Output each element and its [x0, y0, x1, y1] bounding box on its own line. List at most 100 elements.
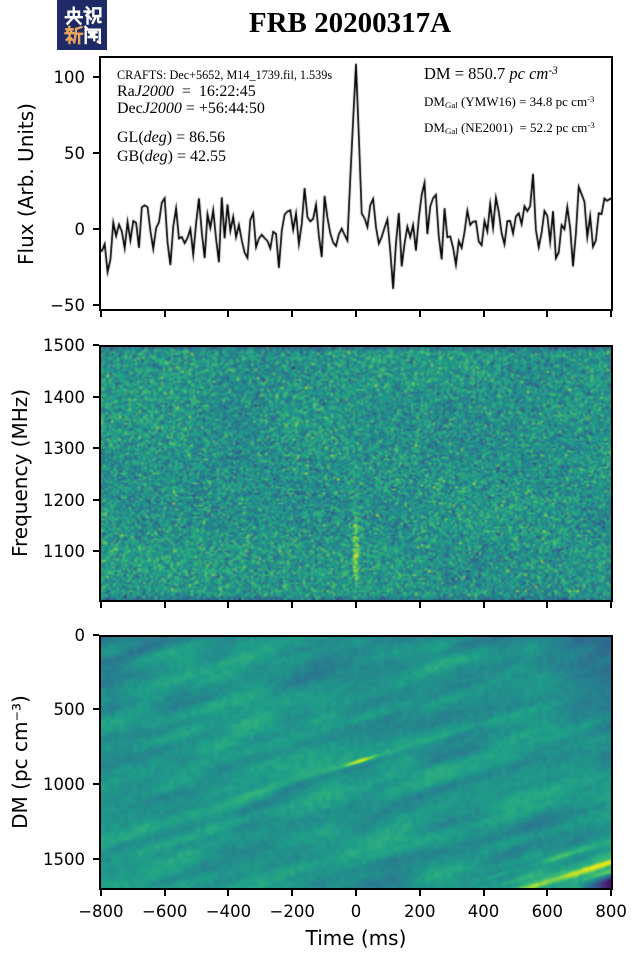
figure-title: FRB 20200317A [248, 7, 452, 39]
x-tick [163, 890, 166, 896]
x-tick-label: −600 [142, 902, 188, 921]
frequency-axis-label: Frequency (MHz) [8, 388, 32, 558]
x-tick [546, 890, 549, 896]
annotation-line: RaJ2000 = 16:22:45 [117, 83, 332, 100]
annotation-segment: (NE2001) = 52.2 pc cm [457, 119, 588, 135]
crafts-line: CRAFTS: Dec+5652, M14_1739.fil, 1.539s [117, 68, 333, 82]
x-tick [227, 311, 230, 317]
x-tick-label: 200 [404, 902, 436, 921]
annotation-segment: Dec [117, 99, 143, 117]
y-tick-label: 100 [53, 67, 86, 87]
x-tick [482, 601, 485, 608]
annotation-segment: = 16:22:45 [173, 82, 256, 100]
annotation-segment: deg [143, 128, 167, 146]
y-tick [93, 227, 99, 230]
dm-time-panel [99, 634, 613, 890]
y-tick-label: 0 [74, 219, 86, 239]
x-tick [482, 311, 485, 317]
x-tick [355, 601, 357, 608]
annotation-segment: ) = 86.56 [166, 128, 226, 146]
x-tick [227, 890, 230, 896]
y-tick-label: 0 [74, 625, 86, 645]
annotation-segment: -3 [587, 94, 595, 105]
time-axis-label: Time (ms) [305, 925, 407, 950]
x-tick-label: −200 [269, 902, 315, 921]
dm-gal-lines: DMGal (YMW16) = 34.8 pc cm-3 DMGal (NE200… [424, 90, 595, 141]
x-tick [546, 311, 549, 317]
x-tick [610, 601, 613, 608]
y-tick [93, 783, 99, 786]
x-tick [418, 601, 421, 608]
y-tick-label: 1100 [43, 542, 85, 562]
x-tick [291, 311, 294, 317]
x-tick-label: 0 [350, 902, 362, 921]
x-tick-label: 600 [531, 902, 564, 921]
y-tick-label: 50 [64, 143, 85, 163]
annotation-segment: -3 [548, 64, 558, 77]
annotation-segment: DM [424, 94, 445, 109]
y-tick [93, 395, 99, 398]
y-tick-label: 1000 [43, 775, 85, 795]
y-tick [93, 550, 99, 553]
annotation-segment: Gal [444, 100, 458, 111]
annotation-segment: Gal [444, 125, 458, 136]
y-tick-label: 1200 [43, 490, 85, 510]
x-tick [163, 601, 166, 608]
x-tick [99, 311, 102, 317]
cctv-news-logo [57, 0, 107, 50]
annotation-segment: = +56:44:50 [181, 99, 265, 117]
logo-char-xin [64, 25, 84, 45]
waterfall-canvas [99, 344, 613, 602]
dm-value-line: DM = 850.7 pc cm-3 [424, 63, 595, 87]
x-tick [482, 890, 485, 896]
x-tick [291, 601, 294, 608]
annotation-segment: J2000 [142, 99, 182, 117]
dm-annotation: DM = 850.7 pc cm-3 DMGal (YMW16) = 34.8 … [424, 63, 595, 141]
x-tick [418, 311, 421, 317]
coordinates-lines: RaJ2000 = 16:22:45 DecJ2000 = +56:44:50 GL… [117, 83, 332, 165]
annotation-segment: J2000 [134, 82, 174, 100]
annotation-segment: Ra [117, 82, 135, 100]
logo-char-wen [83, 25, 102, 45]
y-tick-label: −50 [50, 295, 85, 315]
x-tick [163, 311, 166, 317]
y-tick [93, 858, 99, 861]
x-tick [99, 601, 102, 608]
logo-svg [57, 0, 107, 50]
annotation-segment: (YMW16) = 34.8 pc cm [457, 94, 588, 109]
annotation-line: GB(deg) = 42.55 [117, 148, 332, 165]
annotation-line: DMGal (YMW16) = 34.8 pc cm-3 [424, 90, 595, 116]
annotation-segment: pc cm [509, 64, 549, 83]
dm-time-canvas [99, 634, 613, 890]
annotation-segment: -3 [587, 119, 595, 130]
y-tick [93, 151, 99, 154]
flux-panel-spine [99, 56, 613, 311]
y-tick [93, 75, 99, 78]
y-tick [93, 633, 99, 636]
x-tick-label: −400 [205, 902, 252, 921]
y-tick [93, 303, 99, 306]
y-tick-label: 1500 [43, 336, 85, 355]
x-tick [610, 890, 613, 896]
flux-plot-canvas [99, 56, 613, 311]
x-tick-label: 400 [467, 902, 500, 921]
x-tick [291, 890, 294, 896]
x-tick [355, 890, 357, 896]
y-tick-label: 500 [53, 700, 86, 720]
annotation-line: DMGal (NE2001) = 52.2 pc cm-3 [424, 116, 595, 142]
logo-char-shi [83, 5, 103, 25]
y-tick [93, 498, 99, 501]
x-tick [227, 601, 230, 608]
x-tick [610, 311, 613, 317]
annotation-line: GL(deg) = 86.56 [117, 129, 332, 146]
x-tick [418, 890, 421, 896]
flux-panel [99, 56, 613, 311]
annotation-segment: GB( [117, 147, 145, 165]
annotation-segment: ) = 42.55 [167, 147, 227, 165]
y-tick [93, 447, 99, 450]
dm-panel-spine [99, 634, 613, 890]
logo-char-yang [64, 6, 83, 26]
observation-annotation: CRAFTS: Dec+5652, M14_1739.fil, 1.539s R… [117, 68, 332, 165]
x-tick-label: −800 [78, 902, 124, 921]
